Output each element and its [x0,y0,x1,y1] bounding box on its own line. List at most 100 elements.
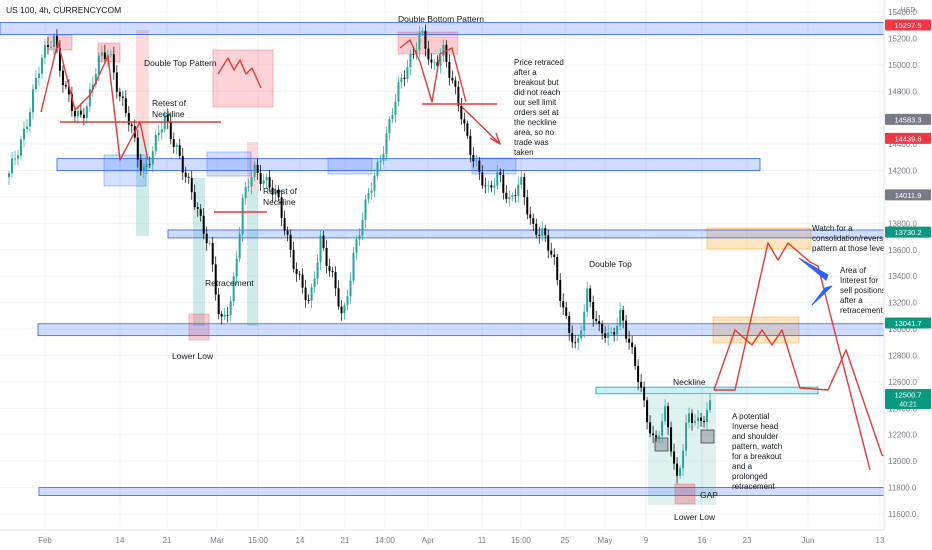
candle-body [550,250,553,255]
x-tick-label: 13 [876,536,885,545]
ihs-line-4: pattern, watch [732,442,782,451]
candle-body [664,406,667,422]
candle-body [184,172,187,178]
candle-body [406,67,409,79]
candle-body [64,85,67,87]
y-tick-label: 15000.0 [888,61,917,70]
candle-body [589,288,592,302]
candle-body [346,296,349,306]
candle-body [415,50,418,54]
candle-body [238,234,241,259]
candle-body [643,387,646,401]
y-tick-label: 12000.0 [888,457,917,466]
interest-line-2: Interest for [840,276,879,285]
candle-body [607,332,610,338]
price-axis[interactable]: USD 15400.015200.015000.014800.014600.01… [883,0,932,530]
interest-line-5: retracement [840,306,883,315]
candle-body [241,198,244,235]
candle-body [529,214,532,219]
price-retraced-line-10: taken [514,148,534,157]
left-shoulder-box [654,437,669,452]
time-axis[interactable]: Feb 14 21 Mar 15:00 14 21 14:00 Apr 11 15:00 25 May 9… [0,529,932,550]
candle-body [235,258,238,277]
retracement-label: Retracement [205,278,254,288]
candle-body [82,114,85,118]
candle-body [481,172,484,186]
price-retraced-line-6: orders set at [514,108,559,117]
candle-body [460,105,463,120]
inverse-hs-green-area [648,395,716,505]
time-axis-ticks: Feb 14 21 Mar 15:00 14 21 14:00 Apr 11 15:00 25 May 9… [38,536,885,545]
candle-body [400,77,403,83]
candle-body [331,270,334,273]
price-retraced-note: Price retraced after a breakout but did … [514,58,564,157]
candle-body [622,309,625,321]
candle-body [583,311,586,331]
candle-body [97,55,100,75]
candle-body [283,218,286,231]
candle-body [454,80,457,87]
candle-body [697,417,700,422]
price-tag-label: 14583.3 [894,115,921,124]
y-tick-label: 11600.0 [888,510,917,519]
candle-body [595,318,598,322]
x-tick-label: 15:00 [248,536,269,545]
ihs-line-5: for a breakout [732,452,782,461]
candle-body [424,30,427,49]
retest-blue-box-4 [471,157,517,175]
price-tag-bg [885,132,931,144]
candle-body [199,209,202,216]
candle-body [22,128,25,140]
green-vertical-strip-2 [193,178,205,326]
price-tag-label: 13041.7 [894,319,921,328]
candle-body [541,228,544,236]
candle-body [592,301,595,319]
candle-body [214,264,217,295]
candle-body [457,86,460,106]
candle-body [319,235,322,263]
lower-low-label-1: Lower Low [172,351,214,361]
candle-body [208,243,211,244]
candle-body [187,177,190,178]
candle-body [448,61,451,78]
candle-body [373,175,376,191]
candle-body [568,315,571,333]
price-tag-bg [885,389,931,410]
candle-body [616,325,619,335]
price-tag-label: 14439.6 [894,134,921,143]
candle-body [433,62,436,63]
candle-body [88,89,91,107]
candle-body [316,262,319,279]
candle-body [8,173,10,178]
candle-body [508,196,511,199]
price-tags: 15297.5 14583.3 14439.6 14011.9 13730.2 13041… [885,19,931,410]
candle-body [160,129,163,133]
price-tag-bg [885,189,931,201]
candle-body [613,332,616,335]
candle-body [544,228,547,236]
candle-body [268,177,271,188]
zone-top-resistance [0,22,885,35]
retest-neckline-label-1b: Neckline [152,109,185,119]
candle-body [700,417,703,421]
candle-body [520,176,523,185]
candle-body [475,160,478,162]
candle-body [271,187,274,195]
candle-body [292,249,295,270]
time-axis-background [0,530,932,550]
candle-body [334,272,337,289]
x-tick-label: 23 [743,536,752,545]
candle-body [94,74,97,85]
candle-body [313,278,316,288]
candle-body [436,62,439,66]
breakdown-arrow [461,106,501,145]
candle-body [709,400,712,410]
candle-body [577,338,580,343]
retest-neckline-label-2a: Retest of [263,186,298,196]
candle-body [121,96,124,99]
candle-body [625,320,628,339]
candle-body [703,420,706,423]
price-retraced-line-5: our sell limit [514,98,557,107]
double-bottom-zigzag [399,39,467,103]
